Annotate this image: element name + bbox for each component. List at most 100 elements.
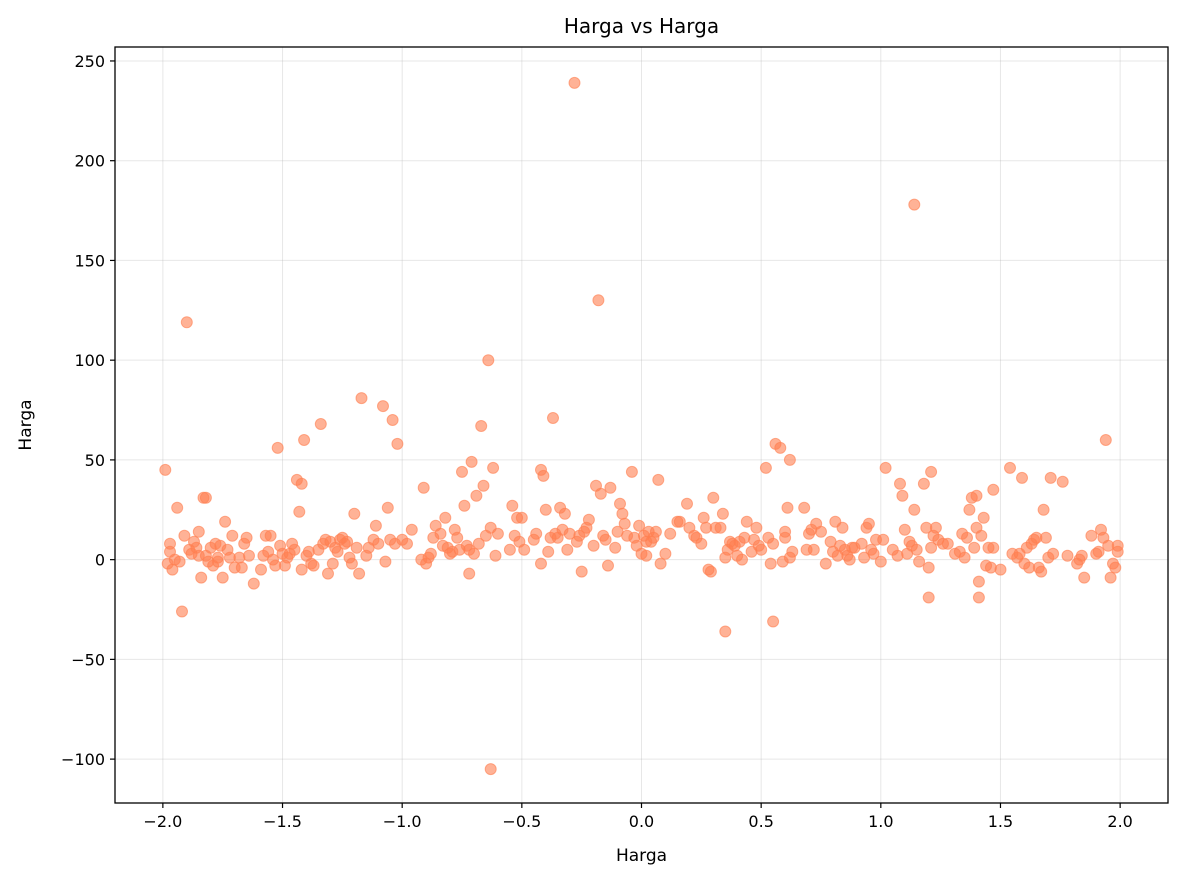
scatter-point xyxy=(542,545,555,558)
scatter-point xyxy=(226,529,239,542)
x-axis-label: Harga xyxy=(616,846,667,866)
scatter-point xyxy=(807,543,820,556)
scatter-point xyxy=(963,503,976,516)
scatter-point xyxy=(434,527,447,540)
scatter-point xyxy=(587,539,600,552)
scatter-point xyxy=(779,525,792,538)
scatter-point xyxy=(506,499,519,512)
scatter-point xyxy=(379,555,392,568)
scatter-point xyxy=(463,567,476,580)
scatter-point xyxy=(913,555,926,568)
scatter-point xyxy=(898,523,911,536)
scatter-point xyxy=(925,541,938,554)
scatter-point xyxy=(994,563,1007,576)
scatter-point xyxy=(298,434,311,446)
scatter-point xyxy=(180,316,193,329)
scatter-point xyxy=(759,461,772,474)
scatter-point xyxy=(1109,561,1122,574)
scatter-point xyxy=(738,531,751,544)
y-tick-label: 100 xyxy=(74,351,105,370)
scatter-point xyxy=(159,463,172,476)
scatter-point xyxy=(353,567,366,580)
scatter-point xyxy=(547,412,559,424)
scatter-point xyxy=(211,555,224,568)
scatter-point xyxy=(697,511,710,524)
scatter-point xyxy=(750,521,763,534)
scatter-point xyxy=(1104,571,1117,584)
scatter-point xyxy=(910,543,923,556)
scatter-point xyxy=(877,533,890,546)
scatter-point xyxy=(987,541,1000,554)
x-tick-label: −1.0 xyxy=(383,812,422,831)
scatter-point xyxy=(707,491,720,504)
scatter-point xyxy=(176,605,188,618)
scatter-point xyxy=(192,525,205,538)
scatter-point xyxy=(233,551,246,564)
scatter-point xyxy=(1111,545,1124,558)
scatter-point xyxy=(987,483,1000,496)
scatter-point xyxy=(602,559,614,572)
scatter-point xyxy=(582,513,595,526)
scatter-point xyxy=(293,505,306,518)
scatter-point xyxy=(568,76,581,89)
scatter-point xyxy=(908,198,921,211)
scatter-point xyxy=(243,549,255,562)
scatter-point xyxy=(295,477,308,490)
y-tick-label: 50 xyxy=(85,451,105,470)
scatter-point xyxy=(649,525,662,538)
scatter-point xyxy=(592,294,605,307)
scatter-point xyxy=(503,543,516,556)
scatter-point xyxy=(518,543,531,556)
scatter-point xyxy=(456,465,468,478)
scatter-point xyxy=(314,418,327,430)
scatter-point xyxy=(1061,549,1074,562)
scatter-point xyxy=(599,533,612,546)
scatter-point xyxy=(1099,434,1112,446)
scatter-point xyxy=(482,354,495,367)
scatter-point xyxy=(843,553,856,566)
scatter-point xyxy=(372,537,385,550)
scatter-point xyxy=(1056,475,1069,488)
scatter-point xyxy=(922,561,935,574)
scatter-point xyxy=(984,561,997,574)
scatter-point xyxy=(740,515,753,528)
x-tick-label: 0.0 xyxy=(629,812,654,831)
scatter-point xyxy=(255,563,267,576)
scatter-point xyxy=(681,497,693,510)
scatter-point xyxy=(558,507,571,520)
x-tick-label: 1.5 xyxy=(988,812,1013,831)
scatter-point xyxy=(178,529,191,542)
scatter-point xyxy=(417,481,430,494)
scatter-point xyxy=(386,414,399,426)
scatter-point xyxy=(704,565,717,578)
scatter-point xyxy=(465,455,478,468)
scatter-point xyxy=(173,555,186,568)
scatter-point xyxy=(247,577,260,590)
scatter-point xyxy=(331,545,344,558)
scatter-point xyxy=(673,515,686,528)
chart-title: Harga vs Harga xyxy=(564,14,719,38)
scatter-point xyxy=(369,519,382,532)
scatter-point xyxy=(458,499,471,512)
scatter-point xyxy=(714,521,727,534)
scatter-point xyxy=(391,437,404,450)
scatter-point xyxy=(917,477,930,490)
scatter-point xyxy=(867,547,880,560)
scatter-point xyxy=(616,507,629,520)
scatter-point xyxy=(975,529,988,542)
scatter-point xyxy=(199,491,212,504)
scatter-point xyxy=(755,543,768,556)
x-tick-label: −2.0 xyxy=(143,812,182,831)
scatter-point xyxy=(515,511,528,524)
y-axis-label: Harga xyxy=(16,399,36,450)
scatter-point xyxy=(171,501,184,514)
scatter-point xyxy=(1037,503,1050,516)
scatter-point xyxy=(1092,545,1105,558)
scatter-point xyxy=(475,420,488,432)
scatter-point xyxy=(491,527,504,540)
scatter-point xyxy=(1039,531,1052,544)
scatter-point xyxy=(575,565,588,578)
scatter-point xyxy=(652,473,665,486)
